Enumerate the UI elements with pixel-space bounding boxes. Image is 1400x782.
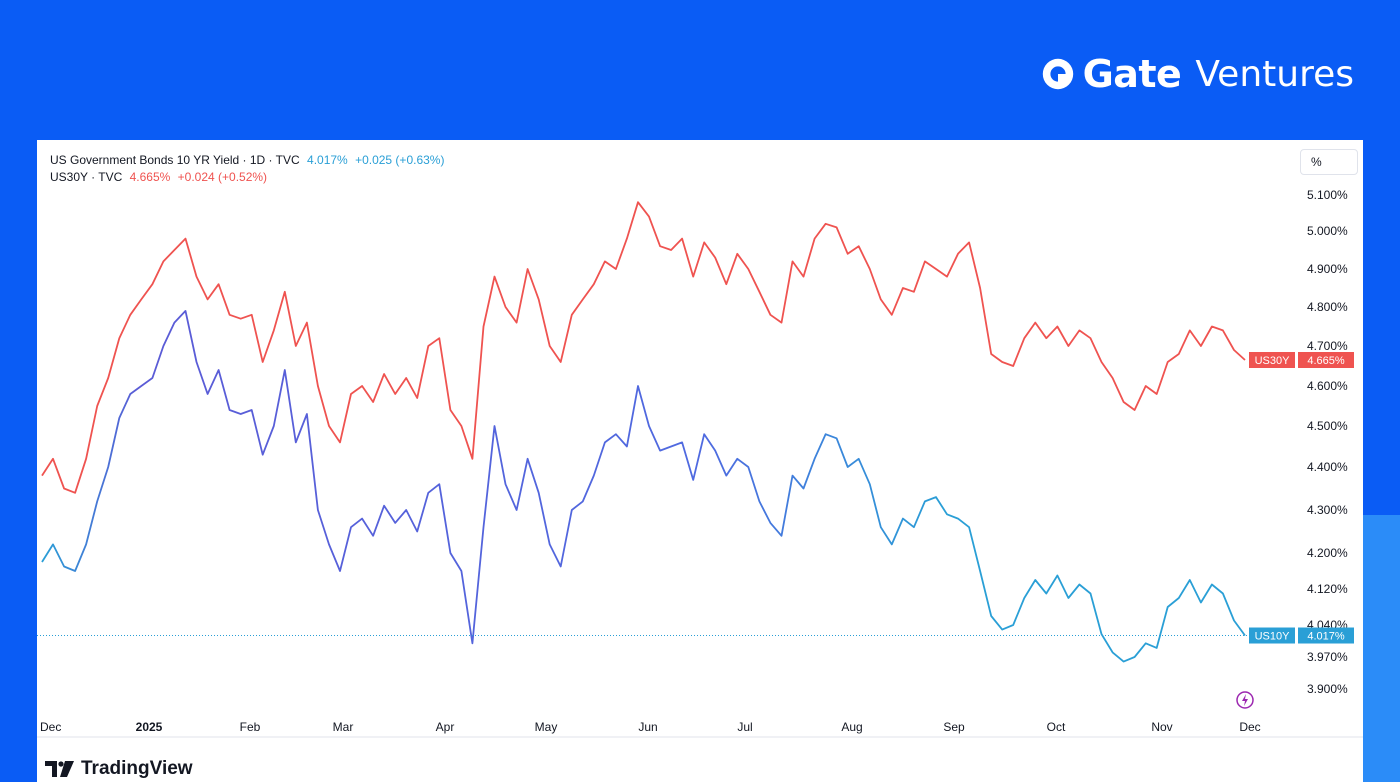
x-tick-label: Mar bbox=[333, 720, 354, 734]
y-tick-label: 4.600% bbox=[1307, 379, 1348, 393]
legend-us10y-title: US Government Bonds 10 YR Yield · 1D · T… bbox=[50, 153, 300, 167]
y-tick-label: 4.200% bbox=[1307, 546, 1348, 560]
series-tag-label: US30Y bbox=[1255, 355, 1291, 367]
brand-sub: Ventures bbox=[1195, 53, 1354, 95]
chart-legend: US Government Bonds 10 YR Yield · 1D · T… bbox=[50, 152, 444, 186]
legend-us10y[interactable]: US Government Bonds 10 YR Yield · 1D · T… bbox=[50, 152, 444, 169]
y-tick-label: 4.400% bbox=[1307, 460, 1348, 474]
x-tick-label: May bbox=[535, 720, 558, 734]
us10y-line bbox=[41, 310, 1246, 663]
us30y-line bbox=[41, 201, 1246, 494]
x-tick-label: Oct bbox=[1047, 720, 1066, 734]
series-tag-label: US10Y bbox=[1255, 631, 1291, 643]
x-tick-label: Nov bbox=[1151, 720, 1172, 734]
tradingview-logo[interactable]: TradingView bbox=[45, 758, 193, 780]
x-tick-label: Sep bbox=[943, 720, 965, 734]
y-tick-label: 4.700% bbox=[1307, 339, 1348, 353]
legend-us10y-value: 4.017% bbox=[307, 153, 348, 167]
chart-card: 5.100% 5.000% 4.900% 4.800% 4.700% 4.600% 4.50… bbox=[37, 140, 1363, 782]
x-tick-label: Dec bbox=[40, 720, 61, 734]
lightning-icon bbox=[1242, 694, 1248, 706]
y-tick-label: 4.500% bbox=[1307, 419, 1348, 433]
x-tick-label: Apr bbox=[436, 720, 455, 734]
tradingview-logo-icon bbox=[45, 761, 74, 777]
event-marker-icon bbox=[1236, 691, 1254, 709]
y-tick-label: 4.120% bbox=[1307, 582, 1348, 596]
y-tick-label: 5.100% bbox=[1307, 188, 1348, 202]
x-tick-label: Dec bbox=[1239, 720, 1260, 734]
series-tag-bg bbox=[1249, 352, 1295, 368]
y-tick-label: 3.900% bbox=[1307, 682, 1348, 696]
x-tick-label: Feb bbox=[240, 720, 261, 734]
legend-us30y[interactable]: US30Y · TVC 4.665% +0.024 (+0.52%) bbox=[50, 169, 444, 186]
brand-logo: Gate Ventures bbox=[1039, 52, 1354, 96]
series-price-tag-value: 4.665% bbox=[1307, 355, 1345, 367]
tradingview-logo-text: TradingView bbox=[81, 758, 193, 779]
legend-us30y-value: 4.665% bbox=[129, 170, 171, 184]
series-tag-bg bbox=[1249, 627, 1295, 644]
y-tick-label: 4.300% bbox=[1307, 503, 1348, 517]
percent-scale-button[interactable]: % bbox=[1300, 149, 1358, 175]
series-price-tag-bg bbox=[1298, 352, 1354, 368]
x-tick-label: 2025 bbox=[136, 720, 163, 734]
y-tick-label: 3.970% bbox=[1307, 650, 1348, 664]
x-tick-label: Aug bbox=[841, 720, 862, 734]
y-tick-label: 4.800% bbox=[1307, 300, 1348, 314]
y-tick-label: 5.000% bbox=[1307, 224, 1348, 238]
decorative-panel bbox=[1362, 515, 1400, 782]
x-tick-label: Jun bbox=[638, 720, 657, 734]
series-price-tag-value: 4.017% bbox=[1307, 631, 1345, 643]
chart-plot[interactable]: 5.100% 5.000% 4.900% 4.800% 4.700% 4.600% 4.50… bbox=[37, 140, 1363, 782]
series-price-tag-bg bbox=[1298, 627, 1354, 644]
gate-logo-icon bbox=[1042, 58, 1073, 90]
x-tick-label: Jul bbox=[737, 720, 752, 734]
legend-us10y-change: +0.025 (+0.63%) bbox=[355, 153, 445, 167]
y-tick-label: 4.900% bbox=[1307, 262, 1348, 276]
legend-us30y-title: US30Y · TVC bbox=[50, 170, 123, 184]
brand-name: Gate bbox=[1082, 52, 1182, 96]
legend-us30y-change: +0.024 (+0.52%) bbox=[177, 170, 268, 184]
